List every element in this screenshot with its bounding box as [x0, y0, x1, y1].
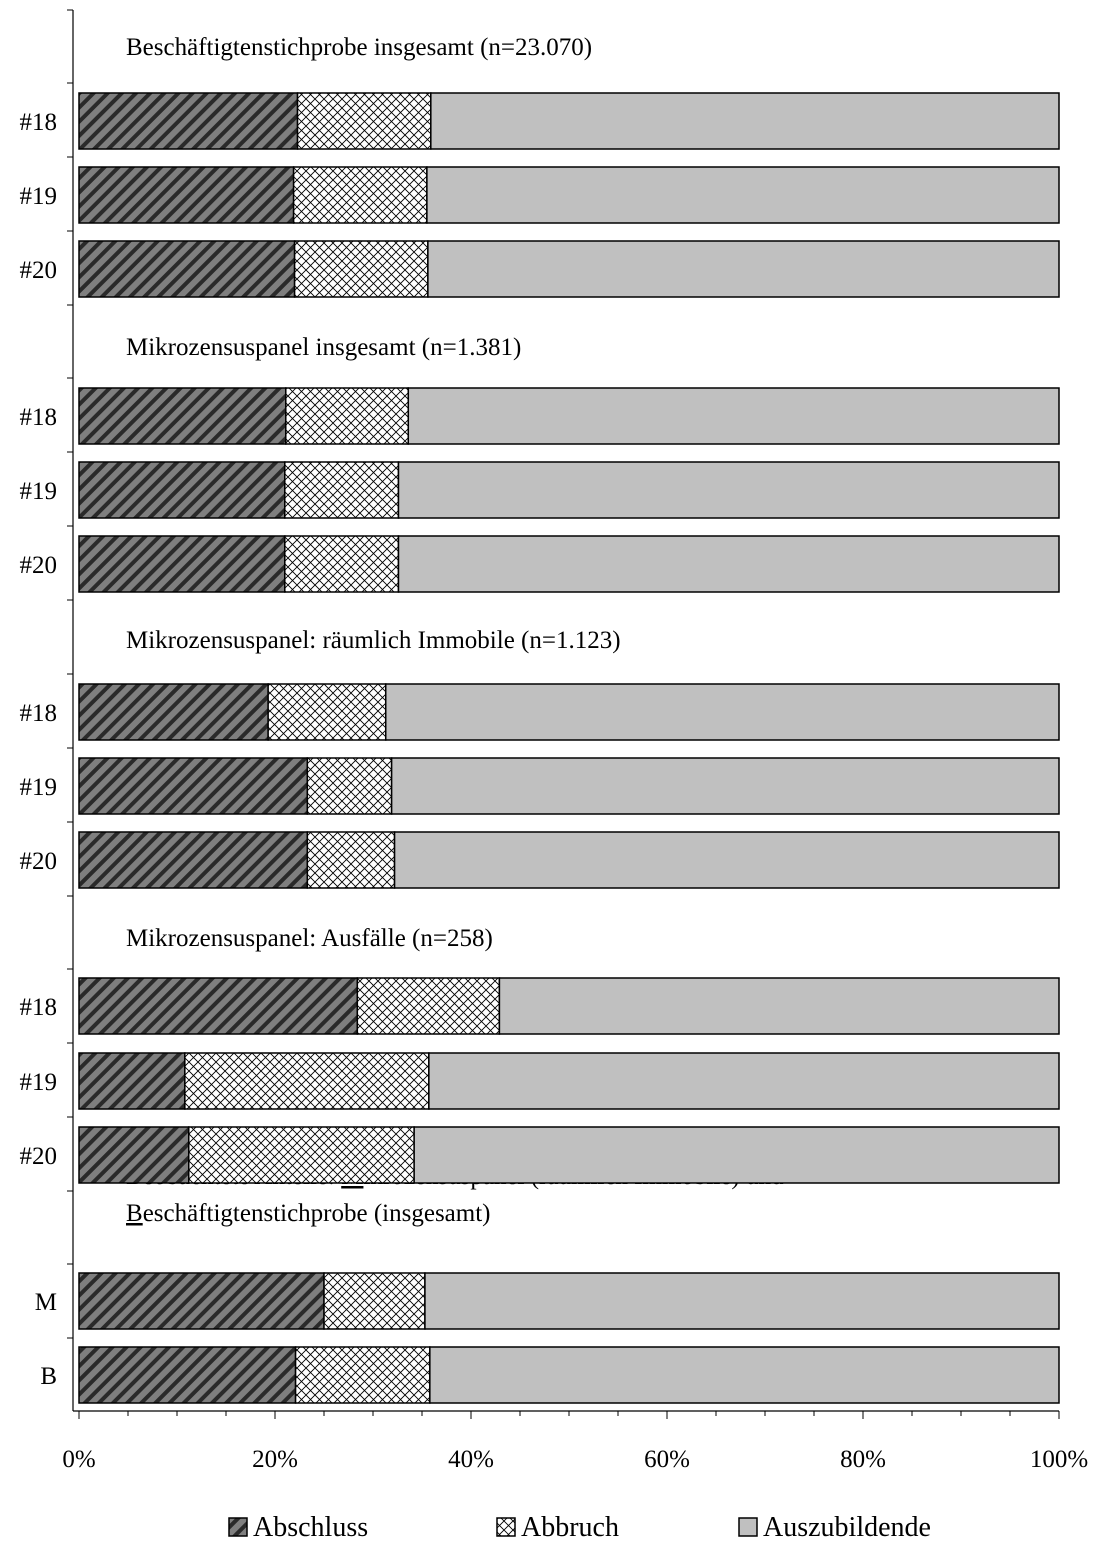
- legend-swatch-abschluss: [228, 1517, 248, 1537]
- category-labels: #18 #19 #20 #18 #19 #20 #18 #19 #20 #18 #19 #20 M B: [20, 109, 58, 1390]
- bar-segment-abbruch: [284, 535, 400, 593]
- category-label: #18: [20, 404, 58, 431]
- bar-segment-auszubildende: [407, 387, 1060, 445]
- bar-segment-auszubildende: [498, 977, 1060, 1035]
- bar-segment-abbruch: [306, 757, 393, 815]
- category-label: #20: [20, 257, 58, 284]
- bar-segment-auszubildende: [397, 461, 1060, 519]
- bar-segment-abschluss: [78, 92, 299, 150]
- legend-label-abbruch: Abbruch: [521, 1512, 619, 1543]
- category-label: #20: [20, 848, 58, 875]
- bar-segment-auszubildende: [428, 1052, 1060, 1110]
- bar-segment-abbruch: [356, 977, 501, 1035]
- bar-segment-abbruch: [267, 683, 387, 741]
- bar-segment-auszubildende: [413, 1126, 1060, 1184]
- bar-segment-abschluss: [78, 831, 309, 889]
- bar-segment-abbruch: [188, 1126, 415, 1184]
- bar-segment-abschluss: [78, 1346, 297, 1404]
- bar-segment-abschluss: [78, 166, 295, 224]
- bar-segment-abbruch: [184, 1052, 430, 1110]
- bar-segment-abbruch: [293, 240, 429, 298]
- legend-label-auszubildende: Auszubildende: [763, 1512, 931, 1543]
- category-label: #19: [20, 183, 58, 210]
- bar-segment-abschluss: [78, 757, 309, 815]
- bar-segment-auszubildende: [393, 831, 1060, 889]
- bar-segment-abschluss: [78, 1126, 190, 1184]
- category-label: #19: [20, 774, 58, 801]
- category-label: #20: [20, 552, 58, 579]
- x-tick-labels: 0% 20% 40% 60% 80% 100%: [62, 1446, 1088, 1473]
- bar-segment-abschluss: [78, 977, 359, 1035]
- bar-segment-abbruch: [296, 92, 432, 150]
- x-tick-label: 100%: [1030, 1446, 1088, 1473]
- x-tick-label: 80%: [840, 1446, 886, 1473]
- legend-swatch-abbruch: [496, 1517, 516, 1537]
- legend: Abschluss Abbruch Auszubildende: [228, 1512, 931, 1543]
- bar-segment-abbruch: [306, 831, 396, 889]
- bars: [78, 92, 1060, 1404]
- group-title: Mikrozensuspanel insgesamt (n=1.381): [126, 334, 521, 361]
- group-title: Mikrozensuspanel: Ausfälle (n=258): [126, 925, 493, 952]
- axes: [67, 9, 1060, 1419]
- category-label: B: [40, 1363, 57, 1390]
- bar-segment-auszubildende: [424, 1272, 1060, 1330]
- category-label: #18: [20, 700, 58, 727]
- bar-segment-abbruch: [285, 387, 410, 445]
- bar-segment-auszubildende: [430, 92, 1060, 150]
- category-label: #18: [20, 109, 58, 136]
- bar-segment-abbruch: [294, 1346, 431, 1404]
- bar-segment-abschluss: [78, 387, 287, 445]
- bar-segment-abschluss: [78, 535, 286, 593]
- group-title-segment: eschäftigtenstichprobe (insgesamt): [143, 1200, 491, 1227]
- x-tick-label: 60%: [644, 1446, 690, 1473]
- bar-segment-auszubildende: [384, 683, 1060, 741]
- group-title-segment: Beschäftigtenstichprobe insgesamt (n=23.…: [126, 34, 592, 61]
- group-title-segment: B: [126, 1200, 143, 1227]
- x-tick-label: 20%: [252, 1446, 298, 1473]
- x-tick-label: 0%: [62, 1446, 95, 1473]
- category-label: #19: [20, 478, 58, 505]
- bar-segment-auszubildende: [427, 240, 1060, 298]
- bar-segment-auszubildende: [426, 166, 1060, 224]
- bar-segment-auszubildende: [429, 1346, 1060, 1404]
- group-title: Beschäftigtenstichprobe (insgesamt): [126, 1200, 491, 1227]
- legend-label-abschluss: Abschluss: [253, 1512, 368, 1543]
- x-tick-label: 40%: [448, 1446, 494, 1473]
- category-label: M: [35, 1289, 57, 1316]
- bar-segment-auszubildende: [397, 535, 1060, 593]
- group-title: Mikrozensuspanel: räumlich Immobile (n=1…: [126, 627, 621, 654]
- bar-segment-auszubildende: [390, 757, 1060, 815]
- category-label: #18: [20, 994, 58, 1021]
- bar-segment-abbruch: [292, 166, 428, 224]
- bar-segment-abschluss: [78, 683, 269, 741]
- bar-segment-abschluss: [78, 240, 296, 298]
- group-title: Beschäftigtenstichprobe insgesamt (n=23.…: [126, 34, 592, 61]
- group-title-segment: Mikrozensuspanel: Ausfälle (n=258): [126, 925, 493, 952]
- bar-segment-abbruch: [284, 461, 400, 519]
- group-title-segment: Mikrozensuspanel: räumlich Immobile (n=1…: [126, 627, 621, 654]
- bar-segment-abschluss: [78, 1052, 186, 1110]
- bar-segment-abschluss: [78, 461, 286, 519]
- category-label: #20: [20, 1143, 58, 1170]
- bar-segment-abbruch: [323, 1272, 426, 1330]
- bar-segment-abschluss: [78, 1272, 325, 1330]
- legend-swatch-auszubildende: [738, 1517, 758, 1537]
- category-label: #19: [20, 1069, 58, 1096]
- group-title-segment: Mikrozensuspanel insgesamt (n=1.381): [126, 334, 521, 361]
